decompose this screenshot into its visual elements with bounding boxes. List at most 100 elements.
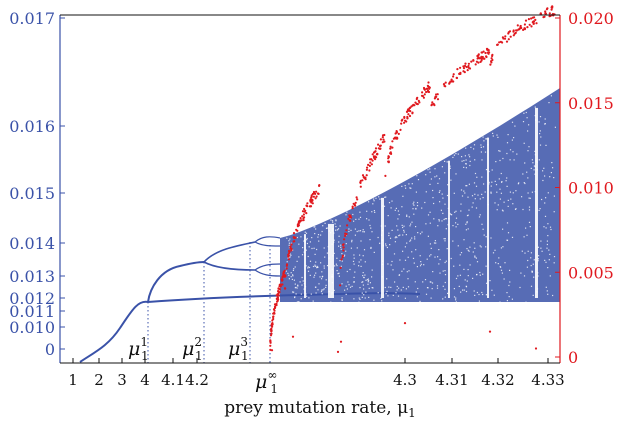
- red-point: [374, 147, 378, 150]
- red-point: [413, 104, 416, 107]
- red-point: [359, 185, 362, 188]
- red-point: [290, 249, 293, 252]
- red-point: [310, 194, 313, 197]
- periodic-window: [328, 223, 334, 298]
- red-point: [397, 132, 400, 135]
- red-point: [545, 8, 549, 11]
- red-point: [287, 252, 291, 255]
- bifurcation-curve-lower: [79, 300, 149, 363]
- red-point: [513, 32, 516, 35]
- red-point: [285, 263, 289, 266]
- red-point: [452, 73, 455, 76]
- red-point: [297, 220, 301, 223]
- periodic-window: [304, 234, 306, 298]
- red-point: [532, 22, 535, 25]
- red-point: [273, 309, 276, 312]
- red-point: [356, 198, 359, 201]
- red-point: [530, 25, 533, 28]
- red-point: [435, 95, 438, 98]
- red-point: [485, 55, 488, 59]
- red-point: [524, 19, 528, 22]
- red-point: [489, 63, 492, 66]
- red-point: [271, 325, 274, 328]
- red-point: [482, 57, 486, 60]
- red-point: [314, 197, 317, 200]
- x-tick-label: 4.32: [481, 371, 514, 389]
- red-point: [375, 156, 378, 159]
- red-point: [301, 215, 304, 218]
- red-point: [277, 290, 280, 293]
- red-point: [315, 190, 318, 193]
- left-tick-label: 0.013: [9, 267, 55, 286]
- red-point: [387, 160, 390, 163]
- red-point: [352, 202, 355, 205]
- red-point: [309, 205, 312, 208]
- red-point: [366, 166, 369, 169]
- red-point: [403, 115, 406, 119]
- red-point: [368, 169, 371, 172]
- red-point: [450, 78, 453, 81]
- red-point: [543, 15, 546, 18]
- red-point: [464, 62, 467, 65]
- red-point: [456, 68, 459, 71]
- red-point: [462, 67, 466, 70]
- red-point: [282, 271, 285, 274]
- red-point: [282, 273, 285, 276]
- red-point: [535, 22, 538, 25]
- red-point: [433, 97, 436, 100]
- mu-annotation: μ1 1: [128, 335, 149, 363]
- period4-upper-a: [203, 241, 256, 263]
- bifurcation-series: [79, 88, 560, 363]
- red-point: [391, 140, 394, 143]
- right-tick-label: 0.010: [568, 179, 614, 198]
- red-point: [430, 103, 433, 106]
- red-point: [361, 174, 365, 177]
- x-tick-label: 4.3: [393, 371, 417, 389]
- red-point: [370, 163, 373, 166]
- x-axis-ticks: 1 2 3 4 4.1 4.2 4.3 4.31 4.32 4.33: [68, 358, 565, 389]
- red-point: [389, 152, 392, 155]
- red-point: [534, 347, 538, 350]
- red-point: [339, 284, 342, 287]
- red-point: [304, 209, 307, 212]
- red-point: [269, 340, 272, 343]
- red-point: [347, 217, 350, 220]
- red-point: [341, 254, 344, 257]
- red-point: [516, 24, 519, 27]
- red-point: [339, 266, 342, 269]
- red-point: [368, 164, 371, 167]
- red-point: [287, 258, 290, 261]
- red-point: [444, 81, 447, 84]
- red-point: [523, 27, 526, 30]
- red-point: [351, 207, 354, 210]
- red-point: [436, 93, 439, 96]
- red-point: [410, 105, 413, 108]
- red-point: [515, 29, 518, 32]
- red-point: [423, 88, 426, 91]
- red-point: [431, 101, 434, 104]
- period8-b: [254, 241, 281, 247]
- red-point: [423, 93, 426, 96]
- red-point: [544, 10, 547, 13]
- red-point: [269, 344, 272, 347]
- red-point: [302, 213, 305, 216]
- red-point: [314, 192, 317, 195]
- red-point: [507, 31, 510, 34]
- red-point: [477, 54, 480, 57]
- red-point: [531, 16, 535, 19]
- red-point: [344, 232, 347, 235]
- red-point: [362, 175, 365, 179]
- red-point: [433, 104, 436, 107]
- red-point: [426, 89, 430, 92]
- red-point: [359, 181, 362, 184]
- red-point: [526, 26, 529, 29]
- red-point: [407, 113, 410, 116]
- red-point: [344, 234, 347, 237]
- red-point: [498, 41, 501, 44]
- mu-annotation: μ∞ 1: [255, 368, 278, 396]
- right-tick-label: 0.020: [568, 9, 614, 28]
- red-point: [269, 341, 272, 344]
- red-point: [503, 37, 507, 40]
- red-point: [426, 87, 429, 90]
- red-point: [415, 97, 418, 101]
